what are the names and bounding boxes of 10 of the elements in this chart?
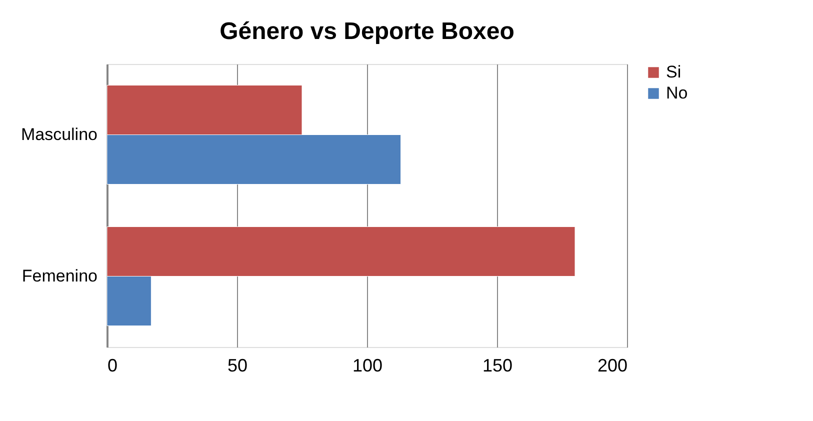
x-tick-label: 100 bbox=[352, 356, 383, 376]
legend-label: Si bbox=[666, 62, 682, 82]
y-tick-label: Masculino bbox=[20, 124, 98, 144]
x-tick-label: 200 bbox=[597, 356, 628, 376]
legend-label: No bbox=[666, 84, 688, 102]
x-tick-label: 50 bbox=[227, 356, 248, 376]
chart-title: Género vs Deporte Boxeo bbox=[220, 18, 514, 45]
x-tick-label: 0 bbox=[108, 356, 118, 376]
x-tick-label: 150 bbox=[482, 356, 513, 376]
y-tick-label: Femenino bbox=[22, 266, 98, 286]
